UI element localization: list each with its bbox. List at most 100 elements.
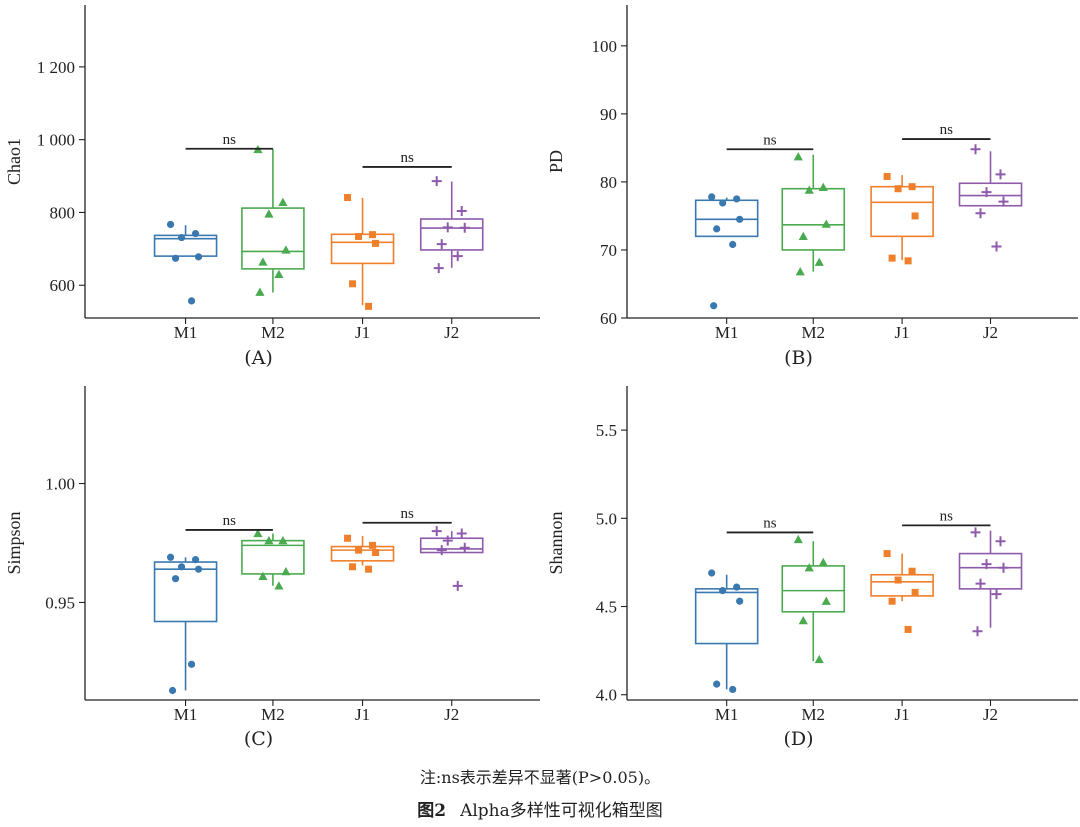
- panel-c-group-j2: J2: [419, 526, 484, 724]
- panel-d-comparison-j1-j2: ns: [902, 508, 991, 527]
- data-point: [793, 534, 803, 544]
- panel-d-group-m2: M2: [781, 534, 846, 724]
- figure-number: 图2: [417, 801, 447, 821]
- panel-d-y-label: Shannon: [546, 512, 566, 575]
- data-point: [442, 535, 453, 546]
- significance-label: ns: [940, 122, 954, 138]
- panel-c-comparison-j1-j2: ns: [362, 506, 452, 524]
- figure-title: Alpha多样性可视化箱型图: [460, 801, 663, 821]
- data-point: [970, 144, 981, 155]
- panel-a-ytick-label: 1 200: [37, 58, 75, 77]
- data-point: [894, 576, 902, 584]
- significance-label: ns: [400, 506, 414, 522]
- box: [419, 537, 484, 554]
- significance-label: ns: [400, 150, 414, 166]
- data-point: [798, 231, 808, 241]
- panel-b: 60 70 80 90 100 PD M1 M2 J1 J2 ns ns (B): [546, 5, 1078, 369]
- data-point: [355, 546, 363, 554]
- data-point: [166, 553, 175, 561]
- data-point: [998, 196, 1009, 207]
- box: [781, 565, 846, 613]
- data-point: [888, 597, 896, 605]
- panel-b-ytick-label: 60: [600, 309, 617, 328]
- data-point: [818, 557, 828, 567]
- panel-a-group-m1: M1: [153, 220, 218, 342]
- panel-a-group-m2: M2: [241, 144, 305, 342]
- data-point: [187, 660, 196, 668]
- box: [241, 539, 305, 575]
- panel-b-comparison-j1-j2: ns: [902, 122, 991, 140]
- data-point: [171, 575, 180, 583]
- panel-d-ytick-label: 5.0: [596, 509, 617, 528]
- data-point: [908, 567, 916, 575]
- data-point: [274, 581, 284, 590]
- box: [870, 185, 934, 238]
- panel-b-group-j1: J1: [870, 172, 934, 342]
- panel-d-xtick-label: J1: [895, 705, 910, 724]
- data-point: [733, 195, 741, 203]
- panel-c-xtick-label: J1: [355, 705, 370, 724]
- data-point: [981, 187, 992, 198]
- panel-a-comparison-j1-j2: ns: [362, 150, 452, 168]
- box: [694, 199, 759, 238]
- data-point: [452, 251, 463, 262]
- data-point: [436, 545, 447, 556]
- figure-note: 注:ns表示差异不显著(P>0.05)。: [419, 768, 661, 787]
- data-point: [177, 563, 186, 571]
- panel-c-comparison-m1-m2: ns: [185, 513, 273, 531]
- significance-label: ns: [763, 132, 777, 148]
- data-point: [904, 257, 912, 265]
- panel-d-comparison-m1-m2: ns: [726, 515, 814, 534]
- data-point: [883, 550, 891, 558]
- data-point: [456, 205, 467, 216]
- box: [241, 207, 305, 270]
- box: [153, 234, 218, 257]
- data-point: [274, 269, 284, 279]
- panel-d-ytick-label: 5.5: [596, 421, 617, 440]
- data-point: [459, 222, 470, 233]
- data-point: [433, 263, 444, 274]
- panel-b-ytick-label: 80: [600, 173, 617, 192]
- data-point: [258, 571, 268, 580]
- data-point: [255, 287, 265, 296]
- box: [694, 588, 759, 645]
- data-point: [431, 176, 442, 187]
- data-point: [908, 183, 916, 191]
- data-point: [814, 654, 824, 664]
- data-point: [995, 169, 1006, 180]
- panel-c-ytick-label: 0.95: [45, 593, 75, 612]
- data-point: [795, 267, 805, 276]
- significance-label: ns: [223, 132, 237, 148]
- data-point: [372, 239, 380, 247]
- panel-d-label: (D): [783, 728, 813, 750]
- data-point: [171, 254, 180, 262]
- panel-a-ytick-label: 800: [50, 203, 76, 222]
- panel-a-group-j1: J1: [330, 194, 395, 342]
- panel-d-ytick-label: 4.5: [596, 598, 617, 617]
- data-point: [369, 231, 377, 239]
- data-point: [191, 556, 200, 564]
- box: [870, 573, 934, 597]
- panel-b-group-m2: M2: [781, 152, 846, 342]
- data-point: [372, 549, 380, 557]
- panel-b-group-j2: J2: [958, 144, 1023, 342]
- panel-b-xtick-label: J1: [895, 323, 910, 342]
- panel-d-group-j1: J1: [870, 550, 934, 724]
- box: [958, 552, 1023, 590]
- significance-label: ns: [940, 508, 954, 524]
- data-point: [349, 280, 357, 288]
- data-point: [991, 589, 1002, 600]
- box: [330, 233, 395, 265]
- data-point: [719, 199, 727, 207]
- panel-b-y-label: PD: [546, 150, 566, 173]
- box: [419, 218, 484, 251]
- data-point: [278, 536, 288, 545]
- data-point: [995, 536, 1006, 547]
- data-point: [258, 257, 268, 266]
- data-point: [365, 565, 373, 573]
- significance-label: ns: [223, 513, 237, 529]
- data-point: [436, 239, 447, 250]
- data-point: [187, 297, 196, 305]
- data-point: [821, 219, 831, 228]
- data-point: [194, 565, 203, 573]
